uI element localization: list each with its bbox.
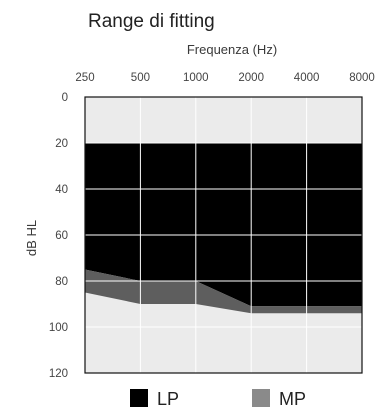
x-tick-label: 4000 [294, 72, 320, 84]
y-tick-label: 100 [49, 322, 68, 334]
x-tick-labels: 250 500 1000 2000 4000 8000 [75, 72, 374, 84]
y-tick-label: 0 [62, 92, 68, 104]
chart-title: Range di fitting [88, 11, 215, 32]
y-tick-labels: 0 20 40 60 80 100 120 [49, 92, 68, 380]
y-tick-label: 80 [55, 276, 68, 288]
plot-area [84, 96, 363, 374]
y-tick-label: 120 [49, 368, 68, 380]
legend-swatch-lp [130, 389, 148, 407]
legend-swatch-mp [252, 389, 270, 407]
x-tick-label: 500 [131, 72, 150, 84]
band-lp [85, 143, 362, 307]
plot-border [84, 96, 363, 374]
legend-label-lp: LP [157, 389, 179, 409]
legend-label-mp: MP [279, 389, 306, 409]
y-tick-label: 20 [55, 138, 68, 150]
y-axis-title: dB HL [24, 220, 39, 256]
x-tick-label: 2000 [238, 72, 264, 84]
y-tick-label: 60 [55, 230, 68, 242]
x-tick-label: 1000 [183, 72, 209, 84]
legend: LP MP [130, 389, 306, 409]
band-mp [85, 269, 362, 314]
y-tick-label: 40 [55, 184, 68, 196]
x-tick-label: 8000 [349, 72, 375, 84]
x-axis-title: Frequenza (Hz) [187, 42, 277, 57]
x-tick-label: 250 [75, 72, 94, 84]
